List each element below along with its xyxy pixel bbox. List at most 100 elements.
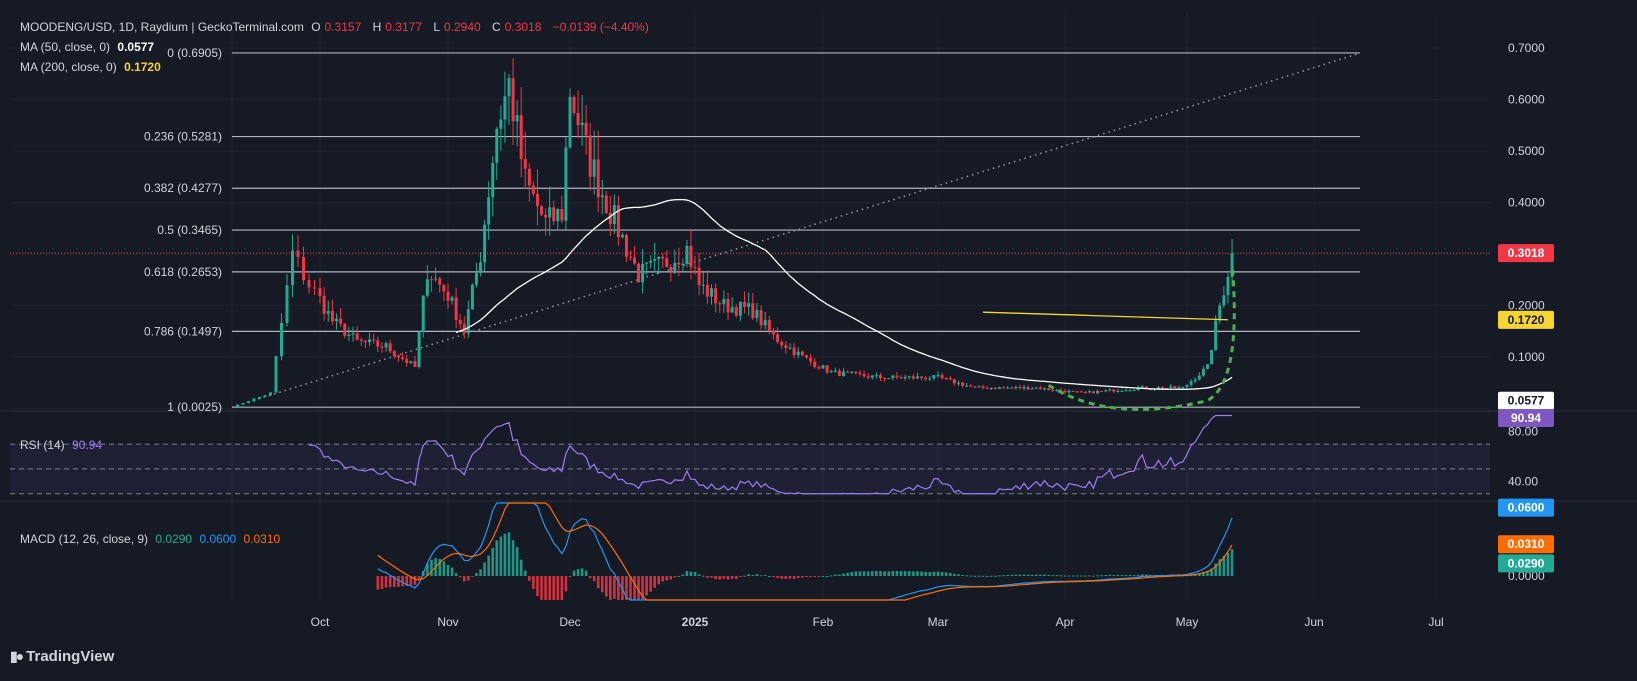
candle-body [1059, 389, 1063, 391]
candle-body [421, 295, 425, 332]
macd-histogram-bar [776, 576, 779, 578]
candle-body [804, 355, 808, 358]
rsi-axis-tick: 40.00 [1508, 474, 1538, 488]
macd-histogram-bar [1149, 574, 1152, 577]
macd-histogram-bar [544, 576, 547, 600]
macd-histogram-bar [564, 576, 568, 592]
macd-histogram-bar [588, 576, 592, 579]
candle-body [940, 375, 944, 379]
macd-histogram-bar [829, 575, 833, 577]
macd-histogram-bar [1006, 574, 1009, 577]
candle-body [1205, 364, 1209, 369]
candle-body [738, 301, 742, 316]
macd-histogram-bar [1226, 552, 1230, 577]
ma200-legend[interactable]: MA (200, close, 0) 0.1720 [20, 60, 165, 74]
candle-body [1030, 388, 1034, 390]
candle-body [1100, 390, 1104, 392]
macd-histogram-bar [1202, 572, 1205, 577]
candle-body [1038, 387, 1042, 390]
tradingview-logo[interactable]: ▮● TradingView [10, 648, 114, 665]
macd-histogram-bar [454, 573, 458, 577]
macd-histogram-bar [1084, 575, 1087, 577]
last-price-badge-bg [1498, 244, 1554, 263]
candle-body [1157, 387, 1161, 389]
macd-histogram-bar [649, 576, 652, 592]
candle-body [274, 356, 278, 393]
macd-histogram-bar [813, 576, 817, 578]
candle-body [628, 256, 632, 258]
macd-histogram-bar [796, 576, 800, 579]
candle-body [767, 319, 771, 331]
macd-histogram-bar [1071, 575, 1075, 577]
ma200-label: MA (200, close, 0) [20, 60, 117, 74]
macd-histogram-bar [669, 576, 673, 580]
candle-body [519, 115, 523, 160]
candle-body [1006, 387, 1010, 389]
macd-histogram-bar [576, 568, 580, 577]
macd-histogram-bar [523, 570, 527, 577]
candle-body [548, 207, 552, 218]
candle-body [714, 288, 718, 304]
candle-body [665, 258, 669, 267]
candle-body [405, 359, 409, 363]
macd-histogram-bar [989, 575, 993, 577]
price-axis-tick: 0.4000 [1508, 196, 1545, 210]
candle-body [1075, 391, 1079, 393]
candle-body [388, 343, 392, 352]
macd-histogram-bar [519, 559, 523, 577]
candle-body [1010, 387, 1014, 389]
macd-histogram-bar [718, 576, 722, 580]
macd-histogram-bar [1030, 574, 1034, 577]
candle-body [479, 262, 483, 273]
candle-body [780, 341, 784, 346]
macd-histogram-bar [380, 576, 384, 589]
candle-body [1051, 389, 1055, 391]
candle-body [1201, 368, 1205, 376]
macd-histogram-bar [1108, 574, 1112, 577]
candle-body [507, 78, 511, 97]
macd-histogram-bar [858, 571, 862, 577]
candle-body [989, 388, 993, 390]
candle-body [1096, 390, 1100, 394]
macd-histogram-bar [613, 576, 616, 599]
candle-body [891, 375, 895, 379]
macd-histogram-bar [1010, 574, 1014, 577]
candle-body [600, 195, 604, 198]
macd-histogram-bar [689, 571, 693, 577]
fib-label: 0 (0.6905) [167, 46, 222, 60]
candle-body [993, 388, 997, 390]
macd-histogram-bar [665, 576, 669, 581]
macd-histogram-bar [673, 576, 677, 578]
ma50-legend[interactable]: MA (50, close, 0) 0.0577 [20, 40, 158, 54]
macd-histogram-bar [417, 576, 421, 580]
candle-body [376, 340, 380, 347]
macd-histogram-bar [965, 575, 968, 577]
macd-histogram-bar [1079, 575, 1083, 577]
candle-body [1091, 391, 1095, 394]
candle-body [1165, 388, 1169, 390]
macd-legend[interactable]: MACD (12, 26, close, 9) 0.0290 0.0600 0.… [20, 532, 284, 546]
candle-body [883, 378, 887, 380]
macd-histogram-bar [511, 540, 515, 577]
candle-body [796, 351, 800, 356]
rsi-legend[interactable]: RSI (14) 90.94 [20, 438, 106, 452]
macd-pane [376, 502, 1234, 601]
macd-histogram-bar [697, 574, 701, 577]
macd-histogram-bar [981, 575, 985, 577]
time-axis-tick: Jun [1304, 615, 1323, 629]
macd-histogram-bar [739, 576, 742, 578]
candle-body [380, 346, 384, 348]
candle-body [343, 323, 347, 336]
candle-body [425, 279, 429, 296]
candle-body [981, 386, 985, 388]
macd-histogram-bar [487, 555, 490, 577]
candle-body [633, 257, 637, 264]
macd-histogram-bar [817, 576, 821, 578]
macd-histogram-bar [600, 576, 604, 593]
candle-body [454, 297, 458, 320]
candle-body [1214, 320, 1218, 351]
candle-body [359, 339, 363, 341]
candle-body [1185, 384, 1189, 387]
time-axis-tick: Mar [928, 615, 949, 629]
